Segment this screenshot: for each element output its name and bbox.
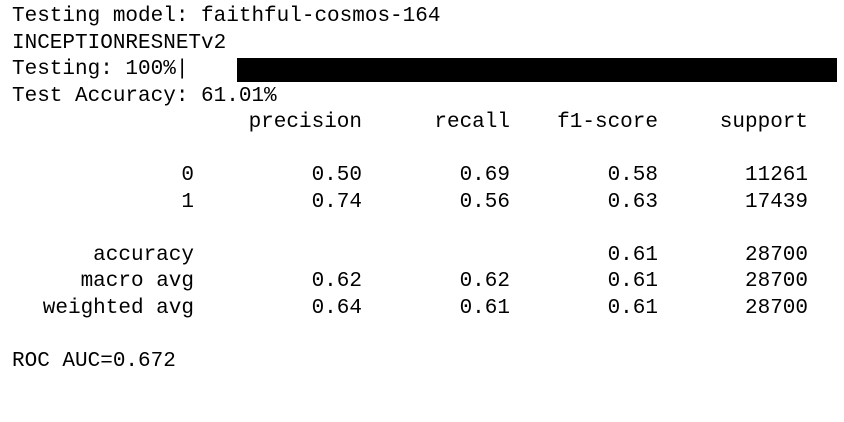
header-precision: precision: [248, 111, 362, 134]
f1-score-value: 0.61: [607, 270, 658, 293]
support-value: 28700: [744, 270, 808, 293]
row-label: 1: [181, 190, 194, 214]
blank-line: [12, 322, 844, 349]
precision-value: 0.74: [311, 190, 362, 214]
architecture-line: INCEPTIONRESNETv2: [12, 31, 227, 55]
recall-value: 0.69: [459, 164, 510, 187]
support-value: 17439: [744, 190, 808, 214]
report-row-class-0: 0 0.50 0.69 0.58 11261: [12, 163, 844, 190]
f1-score-value: 0.61: [607, 243, 658, 267]
f1-score-value: 0.58: [607, 164, 658, 187]
report-header-row: precision recall f1-score support: [12, 110, 844, 137]
progress-label: Testing: 100%|: [12, 58, 189, 81]
roc-auc-line: ROC AUC=0.672: [12, 349, 176, 373]
precision-value: 0.50: [311, 164, 362, 187]
report-row-weighted-avg: weighted avg 0.64 0.61 0.61 28700: [12, 296, 844, 323]
support-value: 28700: [744, 243, 808, 267]
precision-value: [194, 243, 362, 270]
row-label: weighted avg: [42, 296, 194, 320]
header-recall: recall: [434, 111, 510, 134]
test-accuracy-line: Test Accuracy: 61.01%: [12, 84, 277, 108]
progress-line: Testing: 100%|: [12, 57, 844, 84]
blank-line: [12, 137, 844, 164]
row-label: 0: [181, 164, 194, 187]
progress-bar: [237, 58, 837, 82]
f1-score-value: 0.61: [607, 296, 658, 320]
header-f1-score: f1-score: [557, 111, 658, 134]
header-support: support: [719, 111, 808, 134]
header-cell: [12, 110, 194, 137]
blank-line: [12, 216, 844, 243]
report-row-accuracy: accuracy 0.61 28700: [12, 243, 844, 270]
report-row-class-1: 1 0.74 0.56 0.63 17439: [12, 190, 844, 217]
model-line: Testing model: faithful-cosmos-164: [12, 5, 441, 28]
report-row-macro-avg: macro avg 0.62 0.62 0.61 28700: [12, 269, 844, 296]
f1-score-value: 0.63: [607, 190, 658, 214]
recall-value: 0.56: [459, 190, 510, 214]
recall-value: [362, 243, 510, 270]
precision-value: 0.62: [311, 270, 362, 293]
row-label: macro avg: [80, 270, 194, 293]
support-value: 11261: [744, 164, 808, 187]
row-label: accuracy: [93, 243, 194, 267]
recall-value: 0.62: [459, 270, 510, 293]
recall-value: 0.61: [459, 296, 510, 320]
precision-value: 0.64: [311, 296, 362, 320]
support-value: 28700: [744, 296, 808, 320]
